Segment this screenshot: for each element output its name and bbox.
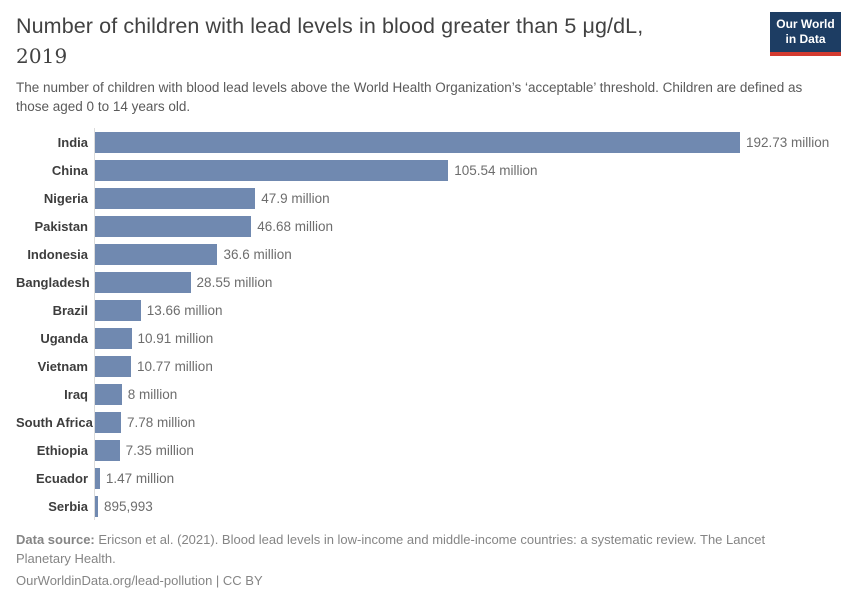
value-label: 10.77 million (137, 358, 213, 374)
bar[interactable] (95, 439, 120, 461)
country-label: Ecuador (35, 470, 88, 486)
bar-row: Pakistan 46.68 million (16, 212, 834, 240)
page-title: Number of children with lead levels in b… (16, 12, 756, 69)
bar-row: Indonesia 36.6 million (16, 240, 834, 268)
bar[interactable] (95, 327, 132, 349)
country-label: Ethiopia (36, 442, 88, 458)
owid-logo[interactable]: Our World in Data (770, 12, 841, 56)
bar-row: China 105.54 million (16, 156, 834, 184)
country-label: Indonesia (27, 246, 88, 262)
bar-row: Vietnam 10.77 million (16, 352, 834, 380)
country-label: Nigeria (43, 190, 88, 206)
value-label: 895,993 (103, 498, 153, 514)
bar-track: 7.35 million (94, 436, 740, 464)
value-label: 1.47 million (105, 470, 175, 486)
bar[interactable] (95, 467, 100, 489)
value-label: 7.35 million (125, 442, 194, 458)
country-label: China (51, 162, 88, 178)
bar-row: Serbia 895,993 (16, 492, 834, 520)
value-label: 7.78 million (127, 414, 196, 430)
bar-track: 10.91 million (94, 324, 740, 352)
bar-row: Uganda 10.91 million (16, 324, 834, 352)
value-label: 10.91 million (137, 330, 214, 346)
bar-track: 46.68 million (94, 212, 740, 240)
bar[interactable] (95, 411, 122, 433)
bar-track: 192.73 million (94, 128, 829, 156)
data-source-text: Ericson et al. (2021). Blood lead levels… (16, 532, 766, 566)
bar-row: Ethiopia 7.35 million (16, 436, 834, 464)
country-label: India (57, 134, 88, 150)
value-label: 46.68 million (257, 218, 334, 234)
bar-track: 895,993 (94, 492, 740, 520)
bar-track: 13.66 million (94, 296, 740, 324)
bar-track: 10.77 million (94, 352, 740, 380)
chart-container: Number of children with lead levels in b… (16, 12, 834, 520)
license-line: OurWorldinData.org/lead-pollution | CC B… (16, 573, 263, 588)
bar[interactable] (95, 187, 256, 209)
owid-logo-line2: in Data (785, 32, 826, 46)
country-label: Serbia (48, 498, 88, 514)
bar-track: 28.55 million (94, 268, 740, 296)
bar-track: 8 million (94, 380, 740, 408)
bar-row: India 192.73 million (16, 128, 834, 156)
country-label: Pakistan (34, 218, 88, 234)
owid-logo-line1: Our World (776, 17, 835, 31)
data-source-line: Data source: Ericson et al. (2021). Bloo… (16, 531, 821, 568)
bar[interactable] (95, 383, 122, 405)
value-label: 13.66 million (146, 302, 223, 318)
data-source-label: Data source: (16, 532, 95, 547)
bar-track: 36.6 million (94, 240, 740, 268)
bar-track: 7.78 million (94, 408, 740, 436)
chart-subtitle: The number of children with blood lead l… (16, 80, 803, 114)
bar-chart: India 192.73 million China 105.54 millio… (16, 128, 834, 520)
bar[interactable] (95, 159, 449, 181)
bar-row: Nigeria 47.9 million (16, 184, 834, 212)
bar[interactable] (95, 355, 132, 377)
value-label: 8 million (127, 386, 178, 402)
value-label: 105.54 million (454, 162, 538, 178)
value-label: 36.6 million (223, 246, 292, 262)
value-label: 28.55 million (196, 274, 273, 290)
bar-row: Brazil 13.66 million (16, 296, 834, 324)
bar-row: Ecuador 1.47 million (16, 464, 834, 492)
country-label: Uganda (40, 330, 88, 346)
bar[interactable] (95, 131, 740, 153)
title-year: 2019 (16, 44, 68, 68)
country-label: Iraq (64, 386, 88, 402)
country-label: Brazil (52, 302, 88, 318)
bar[interactable] (95, 495, 98, 517)
chart-footer: Data source: Ericson et al. (2021). Bloo… (16, 531, 821, 591)
country-label: Bangladesh (16, 274, 90, 290)
bar-row: Bangladesh 28.55 million (16, 268, 834, 296)
bar-track: 105.54 million (94, 156, 740, 184)
bar[interactable] (95, 243, 218, 265)
country-label: Vietnam (37, 358, 88, 374)
value-label: 47.9 million (261, 190, 330, 206)
bar-track: 47.9 million (94, 184, 740, 212)
country-label: South Africa (16, 414, 93, 430)
bar-row: South Africa 7.78 million (16, 408, 834, 436)
bar[interactable] (95, 215, 252, 237)
bar-track: 1.47 million (94, 464, 740, 492)
bar[interactable] (95, 299, 141, 321)
value-label: 192.73 million (746, 134, 830, 150)
title-text: Number of children with lead levels in b… (16, 14, 644, 38)
bar-row: Iraq 8 million (16, 380, 834, 408)
bar[interactable] (95, 271, 191, 293)
